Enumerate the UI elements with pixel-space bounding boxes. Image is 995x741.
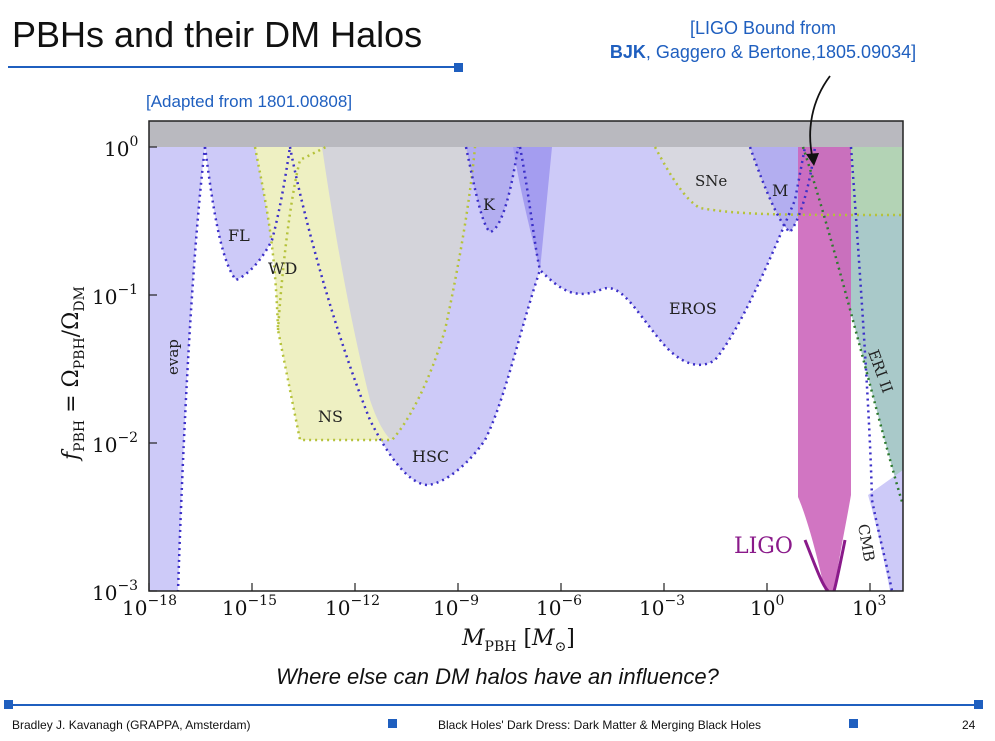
x-tick-label: 10−3 [639, 593, 685, 620]
x-ticks [148, 583, 871, 591]
plot-frame [148, 120, 904, 592]
y-tick-label: 10−1 [92, 282, 138, 309]
title-underline-square [454, 63, 463, 72]
x-tick-label: 10−6 [536, 593, 582, 620]
ligo-reference: [LIGO Bound from BJK, Gaggero & Bertone,… [553, 16, 973, 64]
footer-author: Bradley J. Kavanagh (GRAPPA, Amsterdam) [12, 718, 251, 732]
x-axis-label: MPBH [M⊙] [461, 626, 575, 655]
footer-bullet-2 [849, 719, 858, 728]
region-hsc-gray [322, 147, 475, 440]
curve-m [748, 146, 817, 234]
region-k [466, 147, 518, 232]
curve-ns [253, 146, 477, 442]
page-number: 24 [962, 718, 976, 732]
label-sne: SNe [695, 172, 727, 190]
label-fl: FL [228, 226, 250, 245]
label-m: M [772, 181, 788, 200]
arrow-head [806, 153, 819, 166]
region-eri [803, 147, 903, 505]
curve-eros [518, 146, 807, 367]
label-wd: WD [268, 259, 297, 278]
label-hsc: HSC [412, 447, 449, 466]
curve-cmb [849, 146, 894, 591]
y-ticks [149, 146, 157, 592]
curve-ligo [803, 539, 847, 591]
region-eri-top [850, 147, 903, 215]
curve-k [464, 146, 520, 234]
curve-wd [276, 145, 327, 331]
footer-square-right [974, 700, 983, 709]
label-eros: EROS [669, 299, 717, 318]
region-unphysical [149, 121, 903, 147]
ligo-reference-rest: , Gaggero & Bertone,1805.09034] [645, 42, 917, 62]
region-cmb [868, 470, 903, 591]
region-ligo [798, 147, 851, 591]
x-tick-label: 10−12 [325, 593, 380, 620]
footer-talk-title: Black Holes' Dark Dress: Dark Matter & M… [438, 718, 762, 732]
ligo-reference-line1: [LIGO Bound from [689, 18, 837, 38]
adapted-note: [Adapted from 1801.00808] [146, 92, 353, 111]
x-tick-label: 10−18 [122, 593, 177, 620]
x-tick-label: 10−9 [433, 593, 479, 620]
footer-square-left [4, 700, 13, 709]
label-k: K [483, 195, 496, 214]
slide-caption: Where else can DM halos have an influenc… [276, 664, 719, 689]
slide-title: PBHs and their DM Halos [12, 14, 423, 55]
y-axis-label: fPBH = ΩPBH/ΩDM [59, 286, 88, 462]
y-tick-label: 100 [104, 134, 138, 161]
x-tick-label: 10−15 [222, 593, 277, 620]
label-evap: evap [164, 339, 182, 375]
title-underline [8, 66, 458, 68]
x-tick-label: 103 [852, 593, 886, 620]
x-tick-label: 100 [750, 593, 784, 620]
label-ns: NS [318, 407, 343, 426]
label-ligo: LIGO [734, 534, 793, 559]
arrow-ligo-reference [809, 75, 831, 161]
curve-fl [203, 146, 292, 282]
curve-sne [653, 146, 903, 217]
region-evap [149, 147, 205, 591]
ligo-reference-author: BJK [609, 42, 646, 62]
footer-rule [8, 704, 978, 706]
y-tick-label: 10−2 [92, 430, 138, 457]
curve-evap [176, 146, 207, 591]
footer-bullet-1 [388, 719, 397, 728]
